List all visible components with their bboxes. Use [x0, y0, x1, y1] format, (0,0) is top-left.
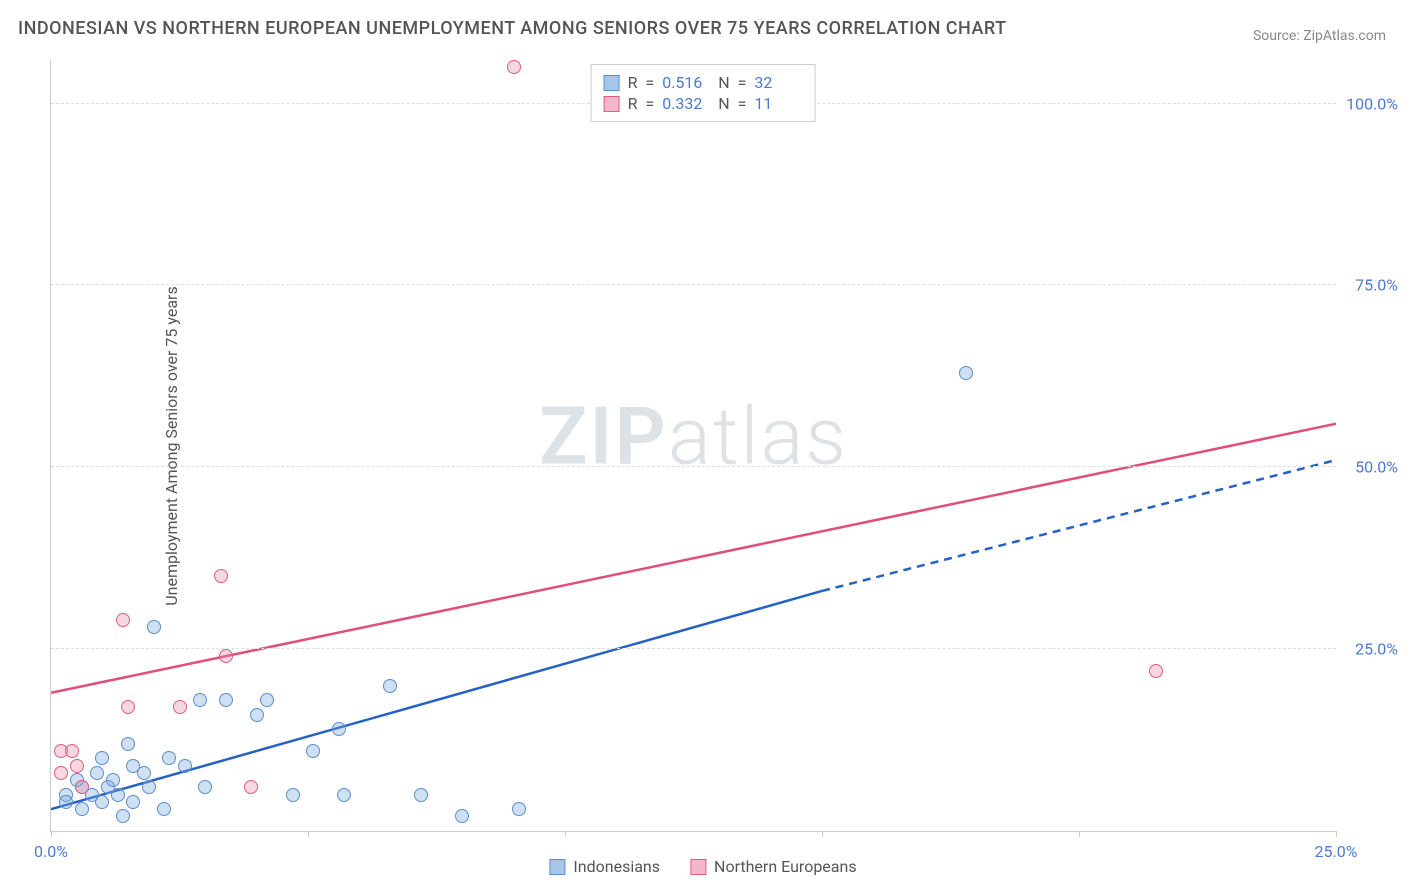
- plot-area: ZIPatlas 25.0%50.0%75.0%100.0%0.0%25.0%: [50, 60, 1336, 832]
- data-point: [162, 751, 176, 765]
- data-point: [90, 766, 104, 780]
- data-point: [116, 809, 130, 823]
- data-point: [414, 788, 428, 802]
- equals-sign: =: [738, 94, 747, 113]
- data-point: [214, 569, 228, 583]
- gridline: [51, 284, 1336, 285]
- source-attribution: Source: ZipAtlas.com: [1253, 28, 1386, 44]
- watermark-light: atlas: [668, 389, 848, 483]
- swatch-indonesians: [604, 75, 620, 91]
- data-point: [95, 795, 109, 809]
- data-point: [383, 679, 397, 693]
- data-point: [75, 780, 89, 794]
- data-point: [512, 802, 526, 816]
- equals-sign: =: [645, 73, 654, 92]
- n-value-europeans: 11: [754, 94, 802, 113]
- watermark: ZIPatlas: [539, 389, 848, 483]
- data-point: [126, 795, 140, 809]
- swatch-indonesians: [549, 859, 565, 875]
- x-tick: [822, 831, 823, 837]
- legend-row-indonesians: R = 0.516 N = 32: [604, 73, 803, 92]
- y-tick-label: 50.0%: [1355, 458, 1398, 477]
- data-point: [95, 751, 109, 765]
- r-value-europeans: 0.332: [662, 94, 710, 113]
- gridline: [51, 648, 1336, 649]
- r-value-indonesians: 0.516: [662, 73, 710, 92]
- data-point: [173, 700, 187, 714]
- x-tick-label: 25.0%: [1315, 842, 1358, 861]
- data-point: [121, 700, 135, 714]
- data-point: [116, 613, 130, 627]
- x-tick: [308, 831, 309, 837]
- gridline: [51, 466, 1336, 467]
- x-tick: [565, 831, 566, 837]
- n-value-indonesians: 32: [754, 73, 802, 92]
- data-point: [219, 693, 233, 707]
- data-point: [111, 788, 125, 802]
- data-point: [59, 795, 73, 809]
- data-point: [157, 802, 171, 816]
- y-tick-label: 25.0%: [1355, 640, 1398, 659]
- legend-n-label: N: [718, 94, 729, 113]
- legend-item-indonesians: Indonesians: [549, 857, 660, 876]
- series-legend: Indonesians Northern Europeans: [549, 857, 856, 876]
- y-tick-label: 75.0%: [1355, 276, 1398, 295]
- data-point: [219, 649, 233, 663]
- data-point: [178, 759, 192, 773]
- y-tick-label: 100.0%: [1346, 94, 1398, 113]
- x-tick: [1079, 831, 1080, 837]
- data-point: [198, 780, 212, 794]
- legend-label: Northern Europeans: [714, 857, 857, 876]
- data-point: [337, 788, 351, 802]
- legend-r-label: R: [628, 73, 638, 92]
- x-tick: [51, 831, 52, 837]
- data-point: [507, 60, 521, 74]
- legend-item-europeans: Northern Europeans: [690, 857, 857, 876]
- data-point: [142, 780, 156, 794]
- data-point: [137, 766, 151, 780]
- legend-n-label: N: [718, 73, 729, 92]
- data-point: [306, 744, 320, 758]
- data-point: [244, 780, 258, 794]
- data-point: [455, 809, 469, 823]
- data-point: [75, 802, 89, 816]
- data-point: [70, 759, 84, 773]
- data-point: [54, 766, 68, 780]
- swatch-europeans: [690, 859, 706, 875]
- trend-lines: [51, 60, 1336, 831]
- data-point: [65, 744, 79, 758]
- data-point: [250, 708, 264, 722]
- data-point: [959, 366, 973, 380]
- data-point: [106, 773, 120, 787]
- correlation-legend: R = 0.516 N = 32 R = 0.332 N = 11: [591, 64, 816, 122]
- equals-sign: =: [645, 94, 654, 113]
- x-tick-label: 0.0%: [34, 842, 68, 861]
- data-point: [286, 788, 300, 802]
- data-point: [332, 722, 346, 736]
- data-point: [260, 693, 274, 707]
- equals-sign: =: [738, 73, 747, 92]
- swatch-europeans: [604, 96, 620, 112]
- data-point: [1149, 664, 1163, 678]
- legend-r-label: R: [628, 94, 638, 113]
- legend-label: Indonesians: [573, 857, 660, 876]
- data-point: [147, 620, 161, 634]
- watermark-bold: ZIP: [539, 389, 668, 483]
- data-point: [193, 693, 207, 707]
- data-point: [121, 737, 135, 751]
- x-tick: [1336, 831, 1337, 837]
- legend-row-europeans: R = 0.332 N = 11: [604, 94, 803, 113]
- chart-title: INDONESIAN VS NORTHERN EUROPEAN UNEMPLOY…: [18, 18, 1007, 39]
